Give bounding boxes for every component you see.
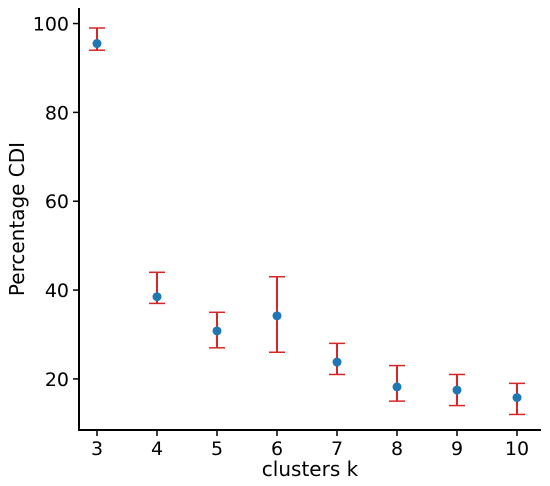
y-tick-label: 20 — [45, 369, 69, 391]
x-axis-ticks: 3 4 5 6 7 8 9 10 — [91, 430, 529, 460]
error-bars — [89, 27, 525, 416]
x-axis-title: clusters k — [262, 457, 359, 481]
data-point — [332, 357, 342, 367]
y-tick-label: 100 — [33, 14, 69, 36]
data-points — [92, 39, 522, 403]
y-axis-title: Percentage CDI — [5, 142, 29, 296]
data-point — [452, 385, 462, 395]
x-tick-label: 7 — [331, 438, 343, 460]
data-point — [212, 326, 222, 336]
axes — [78, 8, 541, 431]
x-tick-label: 4 — [151, 438, 163, 460]
data-point — [92, 39, 102, 49]
x-tick-label: 3 — [91, 438, 103, 460]
data-point — [392, 382, 402, 392]
x-tick-label: 5 — [211, 438, 223, 460]
x-tick-label: 10 — [505, 438, 529, 460]
y-axis-ticks: 20 40 60 80 100 — [33, 14, 79, 391]
x-tick-label: 6 — [271, 438, 283, 460]
data-point — [272, 311, 282, 321]
x-tick-label: 9 — [451, 438, 463, 460]
y-tick-label: 60 — [45, 191, 69, 213]
data-point — [512, 393, 522, 403]
x-tick-label: 8 — [391, 438, 403, 460]
y-tick-label: 80 — [45, 102, 69, 124]
data-point — [152, 292, 162, 302]
y-tick-label: 40 — [45, 280, 69, 302]
